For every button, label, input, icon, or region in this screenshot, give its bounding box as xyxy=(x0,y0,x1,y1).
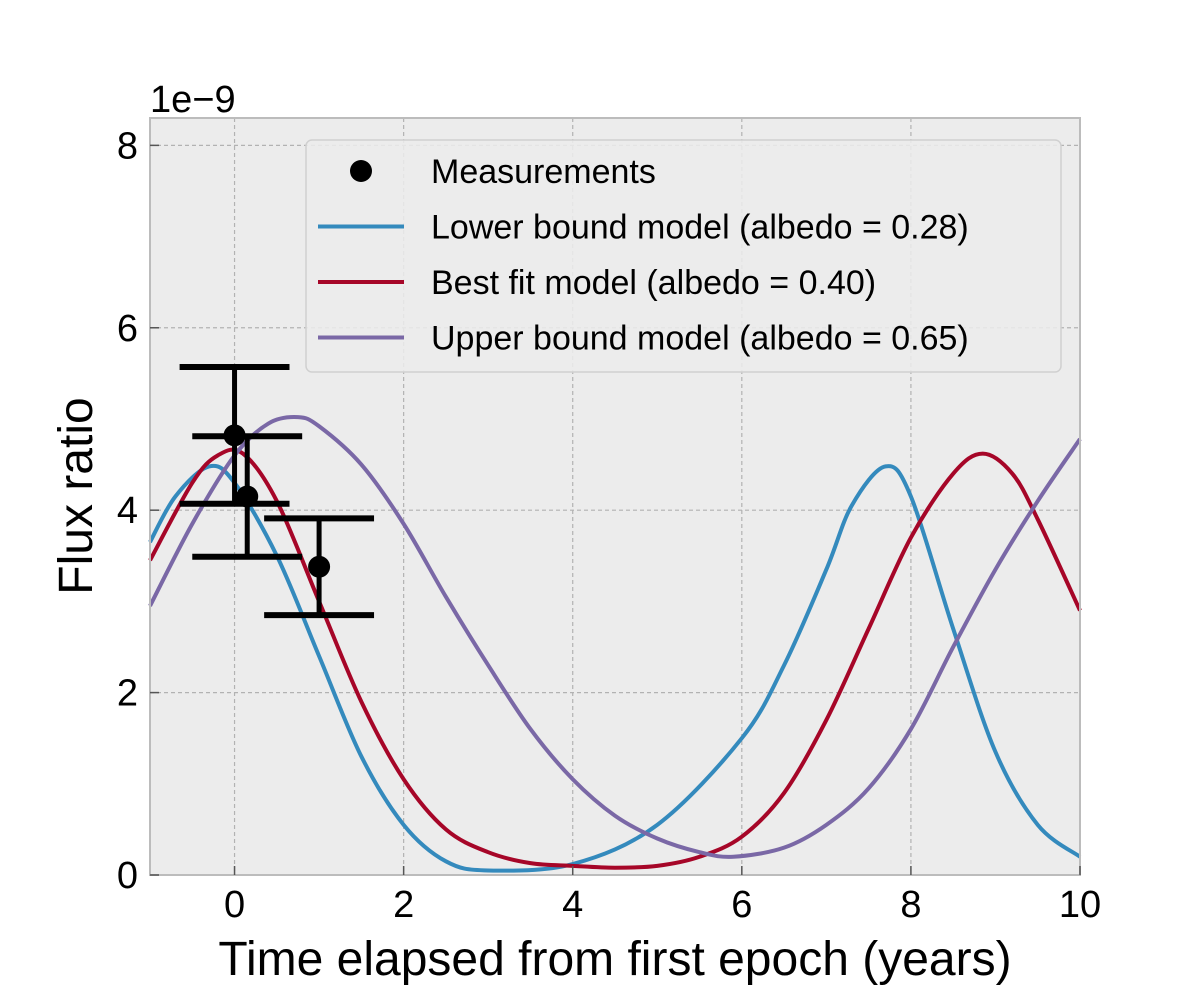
legend-label-0: Measurements xyxy=(431,153,656,191)
plot-frame xyxy=(149,117,1081,876)
legend-label-1: Lower bound model (albedo = 0.28) xyxy=(431,209,969,247)
series-line-2 xyxy=(148,447,1082,870)
y-offset-label: 1e−9 xyxy=(150,79,236,121)
legend: Measurements Lower bound model (albedo = … xyxy=(305,139,1062,373)
measurement-points xyxy=(179,363,375,619)
x-tick-label: 0 xyxy=(224,884,245,926)
legend-label-3: Upper bound model (albedo = 0.65) xyxy=(431,320,969,358)
legend-marker-measurements xyxy=(350,160,372,182)
measurement-point xyxy=(308,555,331,578)
x-tick-label: 4 xyxy=(562,884,583,926)
x-tick-label: 6 xyxy=(731,884,752,926)
model-curves xyxy=(148,415,1082,873)
x-tick-label: 10 xyxy=(1059,884,1101,926)
x-tick-label: 8 xyxy=(900,884,921,926)
y-tick-label: 0 xyxy=(117,855,138,897)
measurement-point xyxy=(236,485,259,508)
legend-box xyxy=(305,139,1062,373)
legend-label-2: Best fit model (albedo = 0.40) xyxy=(431,264,876,302)
y-tick-label: 2 xyxy=(117,673,138,715)
axis-tick-labels: 0 2 4 6 8 10 0 2 4 6 8 xyxy=(117,125,1101,926)
x-tick-label: 2 xyxy=(393,884,414,926)
y-tick-label: 8 xyxy=(117,125,138,167)
series-line-3 xyxy=(148,415,1082,859)
y-axis-label: Flux ratio xyxy=(50,397,103,594)
series-line-1 xyxy=(148,463,1082,873)
x-axis-label: Time elapsed from first epoch (years) xyxy=(218,933,1011,986)
y-tick-label: 6 xyxy=(117,308,138,350)
axis-ticks xyxy=(150,144,1081,876)
y-tick-label: 4 xyxy=(117,490,138,532)
